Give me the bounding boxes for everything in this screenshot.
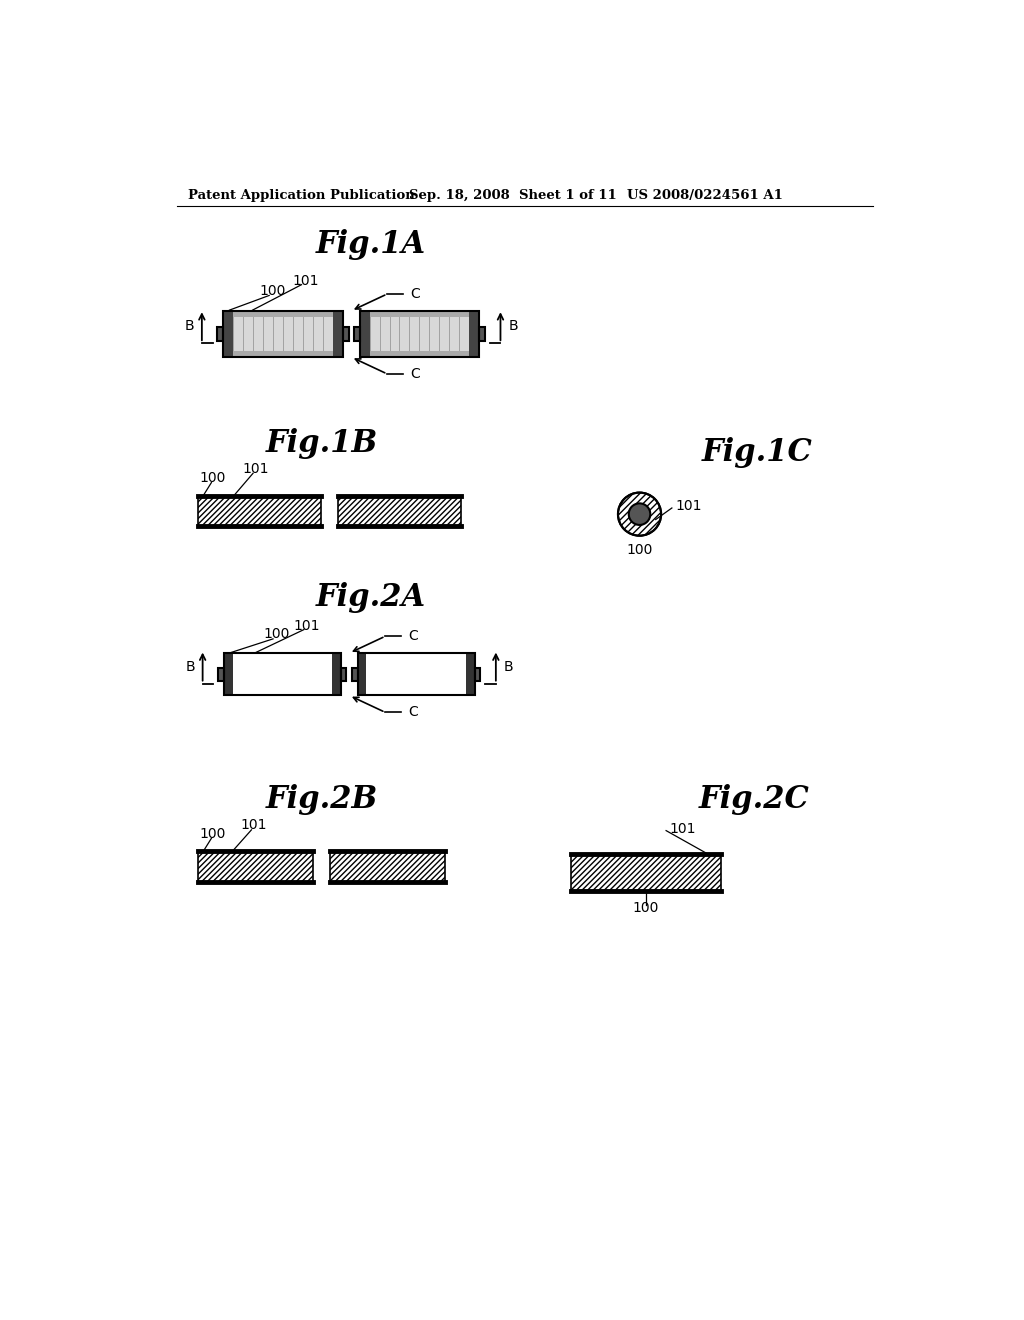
Bar (343, 326, 349, 342)
Bar (332, 653, 341, 696)
Text: 100: 100 (627, 543, 652, 557)
Text: 100: 100 (199, 471, 225, 484)
Bar (475, 668, 480, 681)
Text: 101: 101 (675, 499, 701, 513)
Text: Fig.1A: Fig.1A (315, 230, 426, 260)
Bar (217, 326, 223, 342)
Text: Patent Application Publication: Patent Application Publication (188, 189, 415, 202)
Bar (198, 851, 313, 882)
Text: Fig.1C: Fig.1C (701, 437, 813, 469)
Bar (223, 312, 343, 358)
Bar (370, 312, 469, 317)
Text: Fig.2C: Fig.2C (698, 784, 810, 814)
Bar (341, 668, 346, 681)
Bar (571, 854, 721, 891)
Text: 101: 101 (294, 619, 321, 632)
Bar (338, 496, 461, 527)
Bar (233, 312, 333, 317)
Text: US 2008/0224561 A1: US 2008/0224561 A1 (628, 189, 783, 202)
Text: 100: 100 (199, 826, 225, 841)
Bar (359, 312, 479, 358)
Bar (353, 326, 359, 342)
Bar (359, 312, 479, 358)
Bar (198, 496, 321, 527)
Text: B: B (184, 319, 195, 333)
Bar (233, 351, 333, 358)
Bar (359, 312, 370, 358)
Bar (338, 496, 461, 527)
Text: Fig.2A: Fig.2A (315, 582, 426, 612)
Text: B: B (185, 660, 195, 673)
Bar (223, 653, 232, 696)
Bar (479, 326, 485, 342)
Text: B: B (508, 319, 518, 333)
Bar (469, 312, 479, 358)
Bar (223, 653, 341, 696)
Bar (357, 653, 475, 696)
Bar (198, 851, 313, 882)
Bar (223, 653, 341, 696)
Text: C: C (409, 705, 418, 719)
Bar (223, 312, 343, 358)
Text: Fig.2B: Fig.2B (265, 784, 378, 814)
Bar (571, 854, 721, 891)
Bar (218, 668, 223, 681)
Bar (357, 653, 475, 696)
Circle shape (629, 503, 650, 525)
Text: 101: 101 (669, 822, 695, 836)
Bar (198, 496, 321, 527)
Text: 101: 101 (292, 273, 318, 288)
Text: B: B (504, 660, 513, 673)
Bar (223, 312, 233, 358)
Bar (370, 351, 469, 358)
Text: Fig.1B: Fig.1B (265, 428, 378, 459)
Text: C: C (411, 367, 420, 381)
Bar (357, 653, 367, 696)
Bar (352, 668, 357, 681)
Bar (330, 851, 445, 882)
Circle shape (617, 492, 662, 536)
Text: 100: 100 (260, 284, 287, 298)
Text: 101: 101 (243, 462, 268, 477)
Bar (330, 851, 445, 882)
Text: 100: 100 (263, 627, 290, 642)
Text: C: C (411, 286, 420, 301)
Text: 101: 101 (241, 818, 267, 832)
Bar (333, 312, 343, 358)
Bar (466, 653, 475, 696)
Text: Sep. 18, 2008  Sheet 1 of 11: Sep. 18, 2008 Sheet 1 of 11 (410, 189, 617, 202)
Text: 100: 100 (633, 902, 659, 915)
Text: C: C (409, 630, 418, 643)
